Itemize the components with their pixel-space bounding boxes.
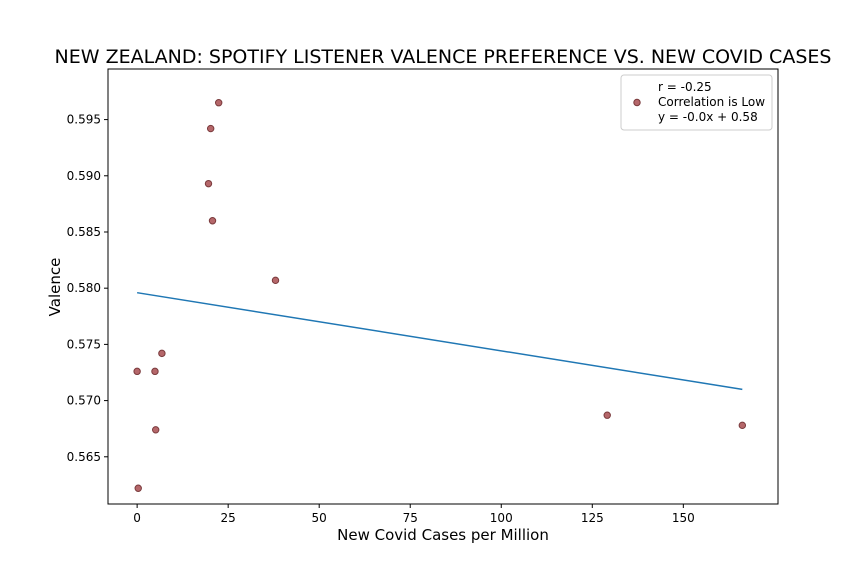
x-tick-label: 50 (312, 511, 327, 525)
legend-marker (633, 98, 641, 107)
y-tick-label: 0.595 (67, 113, 101, 127)
scatter-point (271, 276, 280, 285)
legend-box (620, 74, 773, 131)
y-tick-label: 0.575 (67, 337, 101, 351)
y-axis-ticks: 0.565 0.570 0.575 0.580 0.585 0.590 0.595 (67, 113, 108, 464)
scatter-point (738, 421, 747, 430)
legend-text-line: Correlation is Low (658, 95, 765, 109)
scatter-point (204, 179, 213, 188)
legend-text-line: y = -0.0x + 0.58 (658, 110, 758, 124)
scatter-point (603, 411, 611, 419)
x-tick-label: 75 (403, 511, 418, 525)
y-tick-label: 0.565 (67, 450, 101, 464)
scatter-point (208, 217, 217, 225)
scatter-point (215, 99, 223, 107)
y-tick-label: 0.590 (67, 169, 101, 183)
x-tick-label: 125 (581, 511, 604, 525)
scatter-point (206, 124, 215, 133)
x-tick-label: 25 (221, 511, 236, 525)
scatter-point (158, 349, 166, 358)
y-axis-label: Valence (46, 258, 64, 317)
x-axis-label: New Covid Cases per Million (337, 526, 549, 544)
x-axis-ticks: 0 25 50 75 100 125 150 (133, 504, 695, 525)
y-tick-label: 0.570 (67, 394, 101, 408)
scatter-point (133, 367, 141, 376)
y-tick-label: 0.585 (67, 225, 101, 239)
scatter-point (152, 426, 160, 434)
plot-area-frame (107, 68, 779, 505)
legend-text-line: r = -0.25 (658, 80, 712, 94)
x-tick-label: 0 (133, 511, 141, 525)
y-tick-label: 0.580 (67, 281, 101, 295)
x-tick-label: 100 (490, 511, 513, 525)
data-series-layer (133, 99, 747, 492)
regression-line (137, 291, 743, 391)
chart-title: NEW ZEALAND: SPOTIFY LISTENER VALENCE PR… (55, 46, 832, 68)
scatter-point (134, 484, 142, 492)
x-tick-label: 150 (672, 511, 695, 525)
scatter-point (151, 367, 159, 376)
